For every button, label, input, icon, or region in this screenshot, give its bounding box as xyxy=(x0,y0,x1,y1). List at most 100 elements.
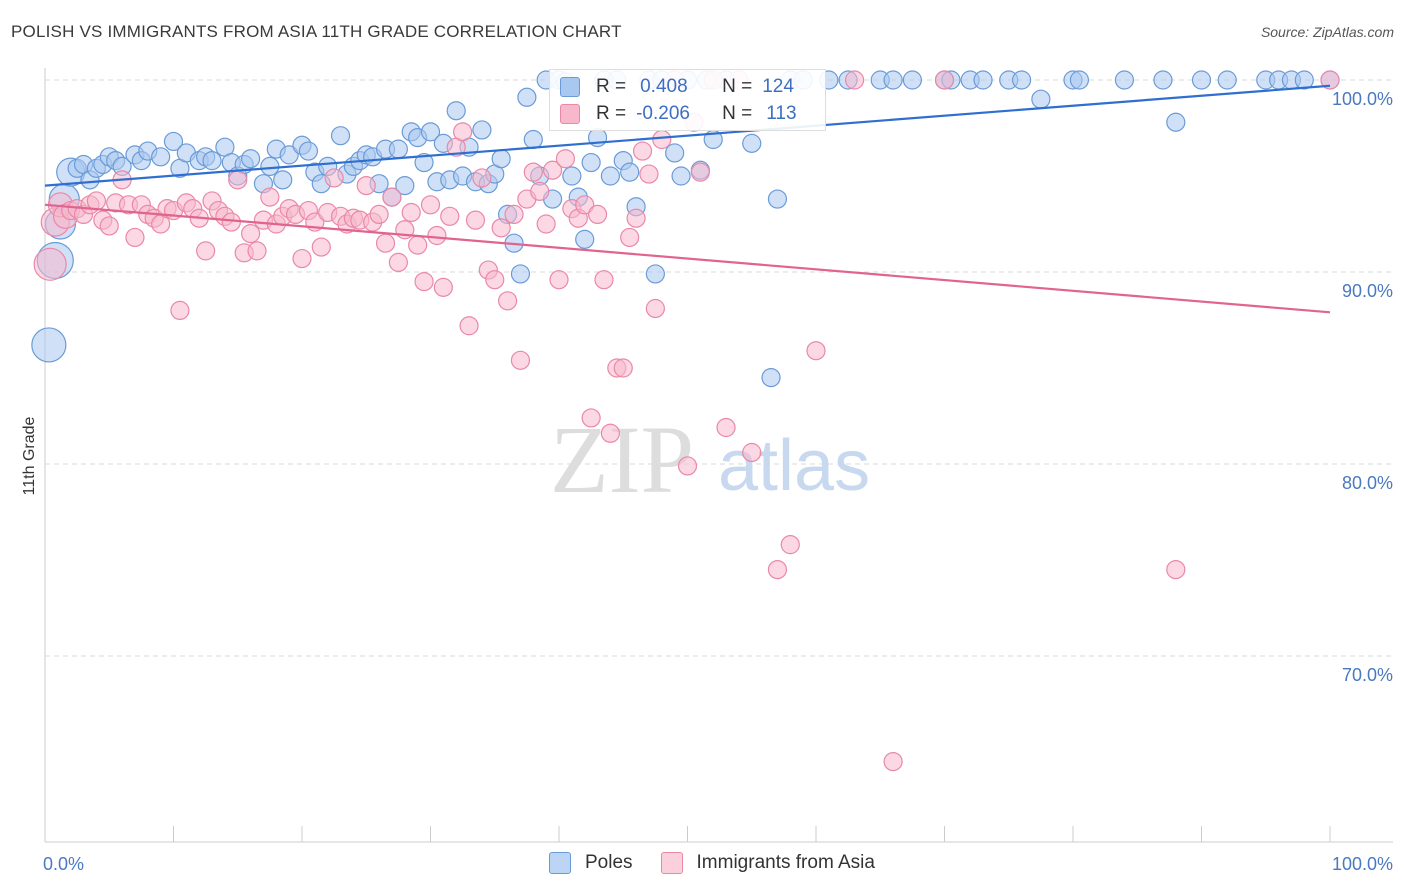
immigrants-point xyxy=(292,248,312,269)
watermark: ZIP atlas xyxy=(550,406,870,513)
immigrants-point xyxy=(408,235,428,255)
immigrants-point xyxy=(382,187,402,207)
poles-point xyxy=(767,189,788,209)
immigrants-point xyxy=(934,70,955,90)
poles-point xyxy=(298,141,319,161)
poles-point xyxy=(151,147,171,167)
legend-item-poles[interactable]: Poles xyxy=(549,852,633,874)
poles-point xyxy=(517,87,537,107)
y-tick-label: 70.0% xyxy=(1342,665,1393,685)
immigrants-point xyxy=(375,233,396,253)
immigrants-legend-swatch xyxy=(660,852,683,874)
poles-point xyxy=(472,120,492,140)
immigrants-point xyxy=(600,423,621,443)
chart-title: POLISH VS IMMIGRANTS FROM ASIA 11TH GRAD… xyxy=(11,22,622,41)
poles-point xyxy=(1217,70,1237,90)
tick-labels: 100.0% 90.0% 80.0% 70.0% 0.0% 100.0% xyxy=(43,89,1393,874)
immigrants-point xyxy=(510,350,531,370)
axes xyxy=(44,68,1393,843)
n-label: N = xyxy=(722,76,753,97)
immigrants-point xyxy=(504,204,524,224)
poles-point xyxy=(742,133,762,153)
poles-point xyxy=(420,122,441,142)
immigrants-point xyxy=(806,341,826,361)
immigrants-point xyxy=(530,181,550,201)
immigrants-point xyxy=(1320,70,1340,90)
immigrants-legend-label: Immigrants from Asia xyxy=(696,852,875,873)
immigrants-point xyxy=(620,227,640,248)
immigrants-point xyxy=(453,122,473,142)
immigrants-point xyxy=(196,241,216,261)
poles-point xyxy=(671,166,691,186)
poles-point xyxy=(510,264,531,284)
poles-point xyxy=(973,70,993,90)
poles-point xyxy=(562,166,582,186)
immigrants-point xyxy=(581,408,601,428)
legend-item-immigrants[interactable]: Immigrants from Asia xyxy=(660,852,875,874)
poles-point xyxy=(446,101,466,121)
immigrants-point xyxy=(459,316,479,336)
poles-point xyxy=(395,176,415,196)
immigrants-point xyxy=(440,206,460,226)
immigrants-point xyxy=(369,204,389,224)
poles-n-value: 124 xyxy=(762,76,794,97)
immigrants-point xyxy=(742,442,762,463)
poles-point xyxy=(1294,70,1314,90)
poles-point xyxy=(665,143,685,163)
poles-point xyxy=(523,129,543,150)
immigrants-point xyxy=(575,195,595,215)
immigrants-point xyxy=(536,214,556,234)
x-tick-label-max: 100.0% xyxy=(1332,854,1393,874)
y-tick-label: 90.0% xyxy=(1342,281,1393,301)
immigrants-point xyxy=(652,129,672,150)
immigrants-point xyxy=(241,224,261,244)
x-tick-label-min: 0.0% xyxy=(43,854,84,874)
immigrants-point xyxy=(465,210,486,230)
immigrants-point xyxy=(632,141,653,161)
immigrants-point xyxy=(485,270,505,290)
r-label: R = xyxy=(596,76,627,97)
watermark-atlas: atlas xyxy=(718,426,870,506)
poles-point xyxy=(902,70,922,90)
immigrants-swatch xyxy=(560,104,580,124)
immigrants-r-value: -0.206 xyxy=(636,103,690,124)
immigrants-point xyxy=(542,160,563,180)
n-label: N = xyxy=(722,103,753,124)
immigrants-point xyxy=(883,751,903,772)
y-tick-label: 100.0% xyxy=(1332,89,1393,109)
poles-point xyxy=(241,149,261,169)
poles-point xyxy=(388,139,408,159)
poles-point xyxy=(600,166,621,186)
r-label: R = xyxy=(596,103,627,124)
poles-point xyxy=(330,126,351,146)
immigrants-point xyxy=(498,291,518,311)
poles-point xyxy=(761,368,781,388)
immigrants-trendline xyxy=(44,203,1331,314)
immigrants-point xyxy=(388,252,408,272)
poles-point xyxy=(273,170,293,190)
immigrants-point xyxy=(228,170,248,190)
poles-point xyxy=(279,145,299,165)
poles-trendline xyxy=(44,84,1331,187)
trendlines xyxy=(44,84,1331,314)
immigrants-point xyxy=(247,241,267,261)
immigrants-point xyxy=(626,208,646,228)
immigrants-point xyxy=(1166,559,1186,580)
immigrants-point xyxy=(523,162,543,182)
immigrants-point xyxy=(125,227,145,248)
immigrants-point xyxy=(639,164,659,184)
poles-point xyxy=(1166,112,1186,132)
immigrants-point xyxy=(401,202,421,223)
poles-legend-label: Poles xyxy=(585,852,633,873)
poles-swatch xyxy=(560,77,580,97)
immigrants-point xyxy=(433,277,453,297)
immigrants-point xyxy=(594,270,614,290)
poles-point xyxy=(1069,70,1090,90)
poles-point xyxy=(645,264,665,284)
poles-point xyxy=(491,149,511,169)
correlation-legend: R = 0.408 N = 124 R = -0.206 N = 113 xyxy=(549,69,826,131)
immigrants-point xyxy=(690,162,710,182)
poles-r-value: 0.408 xyxy=(640,76,688,97)
immigrants-point xyxy=(645,298,665,319)
